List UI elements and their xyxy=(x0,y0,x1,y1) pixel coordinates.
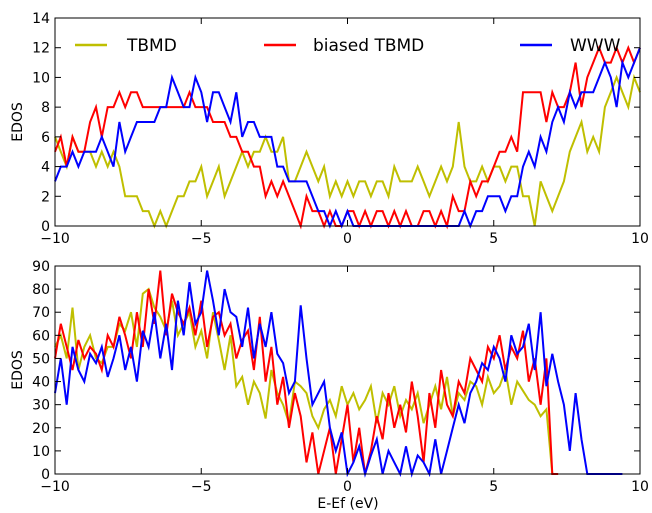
legend-item-biased-tbmd: biased TBMD xyxy=(264,36,424,56)
bottom-y-tick-label: 10 xyxy=(32,444,50,460)
bottom-series-line-2 xyxy=(54,270,623,478)
bottom-x-tick-label: −5 xyxy=(191,479,212,495)
bottom-series-line-1 xyxy=(54,270,559,475)
bottom-plot-lines xyxy=(54,270,623,478)
chart-bottom: −10 −5 0 5 10 0 10 20 30 40 50 60 70 80 90 EDOS E-Ef (… xyxy=(10,259,649,512)
bottom-x-tick-label: 0 xyxy=(343,479,352,495)
top-y-axis-label: EDOS xyxy=(10,102,26,142)
top-x-tick-label: 0 xyxy=(343,231,352,247)
bottom-y-tick-label: 0 xyxy=(41,467,50,483)
top-x-tick-label: −10 xyxy=(40,231,70,247)
legend-item-tbmd: TBMD xyxy=(75,36,177,56)
bottom-y-tick-label: 80 xyxy=(32,282,50,298)
top-y-tick-label: 2 xyxy=(41,189,50,205)
top-x-tick-label: 5 xyxy=(489,231,498,247)
top-x-tick-label: −5 xyxy=(191,231,212,247)
top-plot-lines xyxy=(54,44,641,230)
bottom-y-tick-label: 20 xyxy=(32,421,50,437)
bottom-x-axis-label: E-Ef (eV) xyxy=(317,496,378,512)
bottom-x-tick-label: 10 xyxy=(631,479,649,495)
legend-label-tbmd: TBMD xyxy=(126,36,177,56)
bottom-y-tick-label: 40 xyxy=(32,375,50,391)
legend-item-www: WWW xyxy=(520,36,621,56)
bottom-x-tick-label: 5 xyxy=(489,479,498,495)
top-y-tick-label: 10 xyxy=(32,70,50,86)
legend-label-biased-tbmd: biased TBMD xyxy=(313,36,424,56)
top-y-tick-label: 12 xyxy=(32,41,50,57)
top-y-tick-label: 4 xyxy=(41,160,50,176)
chart-top: −10 −5 0 5 10 0 2 4 6 8 10 12 14 EDOS TBMD biased TB… xyxy=(10,11,649,247)
bottom-y-tick-label: 30 xyxy=(32,398,50,414)
bottom-y-tick-label: 70 xyxy=(32,305,50,321)
bottom-y-axis-label: EDOS xyxy=(10,350,26,390)
bottom-ticks: −10 −5 0 5 10 0 10 20 30 40 50 60 70 80 90 xyxy=(32,259,649,495)
bottom-y-tick-label: 50 xyxy=(32,351,50,367)
legend-label-www: WWW xyxy=(570,36,621,56)
top-y-tick-label: 14 xyxy=(32,11,50,27)
bottom-y-tick-label: 60 xyxy=(32,328,50,344)
top-series-line-0 xyxy=(54,73,641,229)
bottom-y-tick-label: 90 xyxy=(32,259,50,275)
legend: TBMD biased TBMD WWW xyxy=(75,36,621,56)
top-y-tick-label: 6 xyxy=(41,130,50,146)
top-ticks: −10 −5 0 5 10 0 2 4 6 8 10 12 14 xyxy=(32,11,649,247)
top-x-tick-label: 10 xyxy=(631,231,649,247)
top-y-tick-label: 0 xyxy=(41,219,50,235)
bottom-x-tick-label: −10 xyxy=(40,479,70,495)
top-series-line-2 xyxy=(54,47,641,229)
top-y-tick-label: 8 xyxy=(41,100,50,116)
